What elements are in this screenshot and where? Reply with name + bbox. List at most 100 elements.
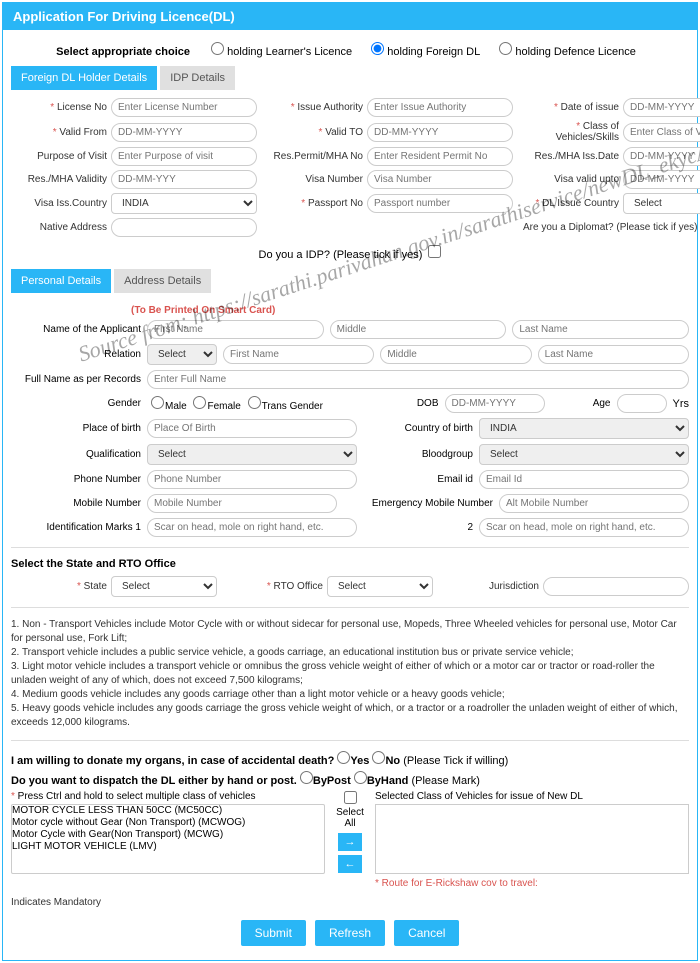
dispatch-hand[interactable]: [354, 771, 367, 784]
visa-no-input[interactable]: [367, 170, 513, 189]
dob-label: DOB: [399, 398, 439, 409]
valid-to-input[interactable]: [367, 123, 513, 142]
cancel-button[interactable]: Cancel: [394, 920, 459, 946]
age-unit: Yrs: [673, 398, 690, 410]
main-panel: Application For Driving Licence(DL) Sele…: [2, 2, 698, 961]
qual-label: Qualification: [11, 449, 141, 460]
cov-available-list[interactable]: MOTOR CYCLE LESS THAN 50CC (MC50CC)Motor…: [11, 804, 325, 874]
tabs-foreign: Foreign DL Holder Details IDP Details: [11, 66, 689, 90]
tab-personal[interactable]: Personal Details: [11, 269, 111, 293]
cob-select[interactable]: INDIA: [479, 418, 689, 439]
gender-label: Gender: [11, 398, 141, 409]
tabs-personal: Personal Details Address Details: [11, 269, 689, 293]
native-addr-input[interactable]: [111, 218, 257, 237]
blood-label: Bloodgroup: [363, 449, 473, 460]
date-issue-label: Date of issue: [523, 102, 619, 113]
res-mha-date-input[interactable]: [623, 147, 700, 166]
valid-to-label: Valid TO: [267, 127, 363, 138]
gender-trans[interactable]: [248, 396, 261, 409]
purpose-label: Purpose of Visit: [11, 151, 107, 162]
res-permit-input[interactable]: [367, 147, 513, 166]
cov-selected-box: [375, 804, 689, 874]
phone-label: Phone Number: [11, 474, 141, 485]
dob-input[interactable]: [445, 394, 545, 413]
mobile-label: Mobile Number: [11, 498, 141, 509]
gender-female[interactable]: [193, 396, 206, 409]
purpose-input[interactable]: [111, 147, 257, 166]
idp-question: Do you a IDP? (Please tick if yes): [11, 245, 689, 261]
res-mha-val-input[interactable]: [111, 170, 257, 189]
fullname-input[interactable]: [147, 370, 689, 389]
idmark1-label: Identification Marks 1: [11, 522, 141, 533]
select-all-checkbox[interactable]: [344, 791, 357, 804]
pob-label: Place of birth: [11, 423, 141, 434]
emob-input[interactable]: [499, 494, 689, 513]
tab-idp[interactable]: IDP Details: [160, 66, 235, 90]
choice-foreign[interactable]: holding Foreign DL: [371, 46, 480, 58]
cov-skills-label: Class of Vehicles/Skills: [523, 121, 619, 143]
organ-no[interactable]: [372, 751, 385, 764]
cov-route-label: Route for E-Rickshaw cov to travel:: [382, 878, 538, 889]
choice-defence[interactable]: holding Defence Licence: [499, 46, 636, 58]
date-issue-input[interactable]: [623, 98, 700, 117]
passport-input[interactable]: [367, 194, 513, 213]
choice-learner[interactable]: holding Learner's Licence: [211, 46, 352, 58]
gender-male[interactable]: [151, 396, 164, 409]
cov-skills-input[interactable]: [623, 123, 700, 142]
juris-input[interactable]: [543, 577, 689, 596]
rto-office-label: RTO Office: [227, 581, 323, 592]
visa-country-label: Visa Iss.Country: [11, 198, 107, 209]
idp-checkbox[interactable]: [428, 245, 441, 258]
organ-yes[interactable]: [337, 751, 350, 764]
idmark2-label: 2: [363, 522, 473, 533]
refresh-button[interactable]: Refresh: [315, 920, 385, 946]
choice-row: Select appropriate choice holding Learne…: [11, 38, 689, 66]
arrow-left-button[interactable]: ←: [338, 855, 362, 873]
visa-country-select[interactable]: INDIA: [111, 193, 257, 214]
dispatch-post[interactable]: [300, 771, 313, 784]
idmark1-input[interactable]: [147, 518, 357, 537]
license-no-input[interactable]: [111, 98, 257, 117]
qual-select[interactable]: Select: [147, 444, 357, 465]
cob-label: Country of birth: [363, 423, 473, 434]
mandatory-note: Indicates Mandatory: [11, 897, 689, 908]
tab-foreign-dl[interactable]: Foreign DL Holder Details: [11, 66, 157, 90]
tab-address[interactable]: Address Details: [114, 269, 211, 293]
rel-last-input[interactable]: [538, 345, 689, 364]
arrow-right-button[interactable]: →: [338, 833, 362, 851]
blood-select[interactable]: Select: [479, 444, 689, 465]
rto-section-title: Select the State and RTO Office: [11, 558, 689, 570]
gender-options: Male Female Trans Gender: [147, 396, 393, 412]
cov-hint: Press Ctrl and hold to select multiple c…: [18, 791, 256, 802]
emob-label: Emergency Mobile Number: [343, 498, 493, 509]
license-no-label: License No: [11, 102, 107, 113]
mobile-input[interactable]: [147, 494, 337, 513]
issue-auth-label: Issue Authority: [267, 102, 363, 113]
relation-select[interactable]: Select: [147, 344, 217, 365]
age-input[interactable]: [617, 394, 667, 413]
organ-donor-row: I am willing to donate my organs, in cas…: [11, 751, 689, 767]
submit-button[interactable]: Submit: [241, 920, 306, 946]
middle-name-input[interactable]: [330, 320, 507, 339]
valid-from-input[interactable]: [111, 123, 257, 142]
relation-label: Relation: [11, 349, 141, 360]
state-select[interactable]: Select: [111, 576, 217, 597]
first-name-input[interactable]: [147, 320, 324, 339]
rto-office-select[interactable]: Select: [327, 576, 433, 597]
pob-input[interactable]: [147, 419, 357, 438]
phone-input[interactable]: [147, 470, 357, 489]
cov-selected-label: Selected Class of Vehicles for issue of …: [375, 791, 689, 802]
dispatch-row: Do you want to dispatch the DL either by…: [11, 771, 689, 787]
smart-card-note: (To Be Printed On Smart Card): [11, 301, 689, 320]
state-label: State: [11, 581, 107, 592]
res-permit-label: Res.Permit/MHA No: [267, 151, 363, 162]
email-input[interactable]: [479, 470, 689, 489]
passport-label: Passport No: [267, 198, 363, 209]
visa-valid-input[interactable]: [623, 170, 700, 189]
issue-auth-input[interactable]: [367, 98, 513, 117]
dl-country-select[interactable]: Select: [623, 193, 700, 214]
rel-first-input[interactable]: [223, 345, 374, 364]
rel-middle-input[interactable]: [380, 345, 531, 364]
last-name-input[interactable]: [512, 320, 689, 339]
idmark2-input[interactable]: [479, 518, 689, 537]
